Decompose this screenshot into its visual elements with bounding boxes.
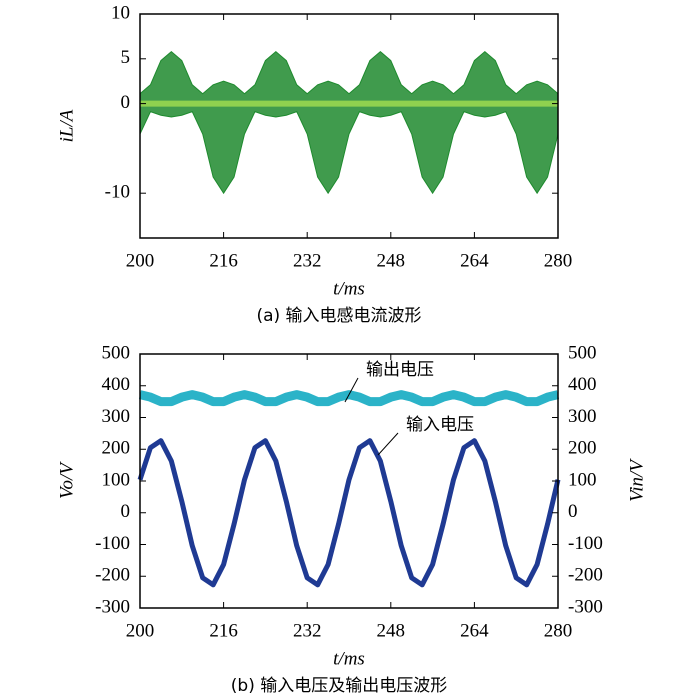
x-tick-label: 232	[293, 250, 322, 271]
label-leader	[377, 432, 399, 456]
y-tick-label: -300	[95, 596, 130, 617]
y-tick-label: 100	[102, 469, 131, 490]
current-envelope	[139, 103, 559, 195]
voltage-line	[137, 438, 561, 588]
x-tick-label: 200	[126, 620, 155, 641]
x-tick-label: 216	[209, 620, 238, 641]
y-tick-label: -10	[105, 182, 130, 203]
y-tick-label: 0	[121, 501, 131, 522]
caption: (b) 输入电压及输出电压波形	[231, 676, 447, 696]
x-axis-label: t/ms	[333, 648, 365, 669]
x-tick-label: 248	[377, 250, 406, 271]
y-axis-label: Vo/V	[56, 461, 77, 499]
y2-tick-label: -200	[568, 565, 603, 586]
label-leader	[344, 377, 359, 403]
y2-tick-label: -100	[568, 533, 603, 554]
y2-tick-label: 400	[568, 374, 597, 395]
y-tick-label: 5	[121, 47, 131, 68]
series-label: 输出电压	[366, 360, 434, 380]
y2-tick-label: 500	[568, 342, 597, 363]
y-tick-label: 400	[102, 374, 131, 395]
y-tick-label: 500	[102, 342, 131, 363]
x-tick-label: 200	[126, 250, 155, 271]
x-tick-label: 264	[460, 620, 489, 641]
y2-axis-label: Vin/V	[626, 458, 647, 502]
y-tick-label: 0	[121, 92, 131, 113]
y2-tick-label: -300	[568, 596, 603, 617]
y-axis-label: iL/A	[56, 109, 77, 142]
voltage-line	[138, 390, 560, 407]
y2-tick-label: 0	[568, 501, 578, 522]
x-tick-label: 248	[377, 620, 406, 641]
current-envelope	[139, 50, 559, 105]
x-tick-label: 232	[293, 620, 322, 641]
y-tick-label: 300	[102, 406, 131, 427]
y-tick-label: -100	[95, 533, 130, 554]
y-tick-label: -200	[95, 565, 130, 586]
x-tick-label: 216	[209, 250, 238, 271]
y-tick-label: 200	[102, 438, 131, 459]
y2-tick-label: 200	[568, 438, 597, 459]
x-tick-label: 280	[544, 620, 573, 641]
y-tick-label: 10	[111, 2, 130, 23]
y2-tick-label: 300	[568, 406, 597, 427]
series-label: 输入电压	[406, 415, 474, 435]
plot-frame	[139, 13, 559, 239]
x-tick-label: 280	[544, 250, 573, 271]
y2-tick-label: 100	[568, 469, 597, 490]
caption: (a) 输入电感电流波形	[256, 306, 421, 326]
x-axis-label: t/ms	[333, 278, 365, 299]
x-tick-label: 264	[460, 250, 489, 271]
